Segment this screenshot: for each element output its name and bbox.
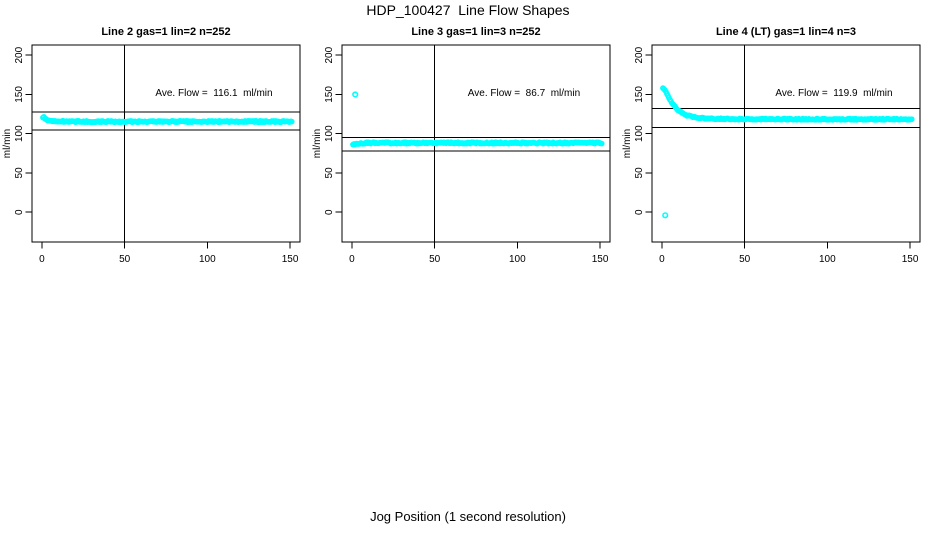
y-tick-label: 0 (14, 209, 25, 215)
ave-flow-annotation: Ave. Flow = 119.9 ml/min (775, 88, 892, 99)
x-tick-label: 150 (282, 254, 299, 265)
y-tick-label: 200 (324, 46, 335, 63)
panel-plot-1: Line 2 gas=1 lin=2 n=252 0 50 100 150 0 50 100 1… (2, 26, 301, 265)
y-tick-label: 200 (634, 46, 645, 63)
x-tick-label: 0 (659, 254, 665, 265)
figure-title: HDP_100427 Line Flow Shapes (366, 2, 570, 18)
plot-box (31, 44, 301, 243)
panel-title: Line 2 gas=1 lin=2 n=252 (101, 26, 230, 38)
data-points (40, 113, 295, 126)
x-tick-label: 50 (119, 254, 131, 265)
x-tick-label: 100 (199, 254, 216, 265)
x-tick-label: 0 (39, 254, 45, 265)
y-tick-label: 50 (324, 167, 335, 179)
data-points (350, 139, 605, 148)
x-tick-label: 100 (819, 254, 836, 265)
plot-box (651, 44, 921, 243)
y-axis-unit-label: ml/min (312, 129, 323, 158)
y-tick-label: 100 (634, 125, 645, 142)
x-tick-label: 0 (349, 254, 355, 265)
x-tick-label: 150 (592, 254, 609, 265)
y-tick-label: 100 (14, 125, 25, 142)
y-axis-unit-label: ml/min (622, 129, 633, 158)
x-tick-label: 50 (429, 254, 441, 265)
panel-title: Line 4 (LT) gas=1 lin=4 n=3 (716, 26, 856, 38)
y-tick-label: 0 (634, 209, 645, 215)
y-tick-label: 0 (324, 209, 335, 215)
ave-flow-annotation: Ave. Flow = 86.7 ml/min (468, 88, 580, 99)
plot-box (341, 44, 611, 243)
y-tick-label: 150 (634, 86, 645, 103)
x-axis-label: Jog Position (1 second resolution) (370, 509, 566, 524)
y-tick-label: 50 (634, 167, 645, 179)
outlier-point (662, 212, 669, 219)
data-point (908, 116, 915, 123)
y-axis-unit-label: ml/min (2, 129, 13, 158)
y-tick-label: 150 (324, 86, 335, 103)
data-point (288, 118, 295, 125)
x-tick-label: 150 (902, 254, 919, 265)
data-point (598, 140, 605, 147)
panel-title: Line 3 gas=1 lin=3 n=252 (411, 26, 540, 38)
y-tick-label: 50 (14, 167, 25, 179)
y-tick-label: 100 (324, 125, 335, 142)
panel-plot-2: Line 3 gas=1 lin=3 n=252 0 50 100 150 0 50 100 1… (312, 26, 611, 265)
panels-row: Line 2 gas=1 lin=2 n=252 0 50 100 150 0 50 100 1… (0, 18, 936, 288)
x-tick-label: 50 (739, 254, 751, 265)
panel-plot-3: Line 4 (LT) gas=1 lin=4 n=3 0 50 100 150 0 50 1… (622, 26, 921, 265)
y-tick-label: 150 (14, 86, 25, 103)
y-tick-label: 200 (14, 46, 25, 63)
ave-flow-annotation: Ave. Flow = 116.1 ml/min (155, 88, 272, 99)
data-points (660, 85, 915, 123)
x-tick-label: 100 (509, 254, 526, 265)
outlier-point (352, 91, 359, 98)
